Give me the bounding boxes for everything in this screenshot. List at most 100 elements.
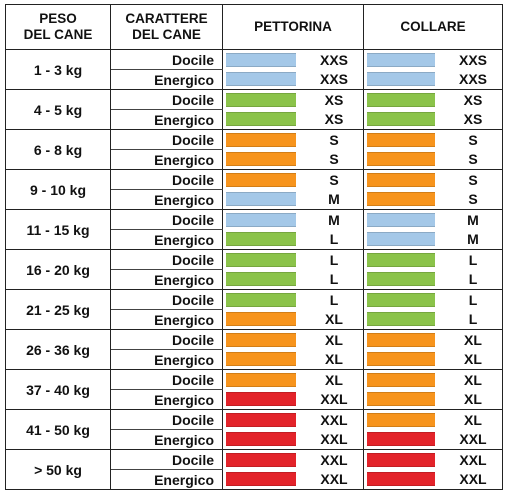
harness-size-label: S <box>329 151 339 168</box>
collar-size-color-bar <box>367 392 435 407</box>
collar-size-label: XS <box>463 111 483 128</box>
table-row: 9 - 10 kg Docile S S <box>5 169 503 210</box>
temperament-label: Energico <box>110 469 223 490</box>
collar-size-wrap: XXL <box>364 450 502 469</box>
collar-size-color-bar <box>367 452 435 467</box>
weight-range: 11 - 15 kg <box>5 209 111 250</box>
collar-size-wrap: M <box>364 230 502 249</box>
weight-range: 1 - 3 kg <box>5 49 111 90</box>
collar-size-cell: L <box>363 289 503 310</box>
harness-size-label: L <box>329 231 339 248</box>
collar-size-wrap: S <box>364 130 502 149</box>
harness-size-wrap: XXS <box>223 50 363 69</box>
harness-size-wrap: XL <box>223 370 363 389</box>
collar-size-wrap: S <box>364 170 502 189</box>
temperament-label: Docile <box>110 409 223 430</box>
temperament-label: Docile <box>110 129 223 150</box>
harness-size-label: L <box>329 251 339 268</box>
harness-size-color-bar <box>226 212 296 227</box>
table-row: 26 - 36 kg Docile XL XL <box>5 329 503 370</box>
collar-size-label: L <box>468 251 478 268</box>
collar-size-color-bar <box>367 192 435 207</box>
collar-size-cell: XL <box>363 329 503 350</box>
collar-size-color-bar <box>367 172 435 187</box>
collar-size-color-bar <box>367 152 435 167</box>
size-guide-table-container: PESO DEL CANE CARATTERE DEL CANE PETTORI… <box>5 4 503 494</box>
harness-size-wrap: XXL <box>223 430 363 449</box>
harness-size-color-bar <box>226 472 296 487</box>
collar-size-color-bar <box>367 432 435 447</box>
harness-size-cell: M <box>222 189 364 210</box>
collar-size-label: XXS <box>458 71 487 88</box>
harness-size-wrap: XXL <box>223 390 363 409</box>
harness-size-wrap: M <box>223 190 363 209</box>
weight-range: 41 - 50 kg <box>5 409 111 450</box>
collar-size-color-bar <box>367 412 435 427</box>
collar-size-wrap: XL <box>364 350 502 369</box>
weight-range: 16 - 20 kg <box>5 249 111 290</box>
collar-size-label: M <box>467 231 479 248</box>
header-row: PESO DEL CANE CARATTERE DEL CANE PETTORI… <box>5 4 503 50</box>
collar-size-wrap: XXS <box>364 70 502 89</box>
harness-size-color-bar <box>226 172 296 187</box>
harness-size-label: S <box>329 131 339 148</box>
temperament-label: Energico <box>110 149 223 170</box>
weight-range: 37 - 40 kg <box>5 369 111 410</box>
harness-size-wrap: S <box>223 170 363 189</box>
collar-size-wrap: XL <box>364 330 502 349</box>
collar-size-color-bar <box>367 112 435 127</box>
table-row: 21 - 25 kg Docile L L <box>5 289 503 330</box>
harness-size-wrap: L <box>223 250 363 269</box>
harness-size-label: L <box>329 291 339 308</box>
harness-size-label: XXL <box>320 391 348 408</box>
header-harness: PETTORINA <box>222 4 364 50</box>
header-collar: COLLARE <box>363 4 503 50</box>
temperament-label: Docile <box>110 289 223 310</box>
harness-size-color-bar <box>226 112 296 127</box>
collar-size-wrap: XS <box>364 110 502 129</box>
header-temperament-line2: DEL CANE <box>132 27 201 42</box>
size-guide-table: PESO DEL CANE CARATTERE DEL CANE PETTORI… <box>5 4 503 490</box>
weight-range: 26 - 36 kg <box>5 329 111 370</box>
harness-size-color-bar <box>226 452 296 467</box>
harness-size-label: M <box>328 211 340 228</box>
harness-size-color-bar <box>226 132 296 147</box>
harness-size-cell: XXL <box>222 409 364 430</box>
collar-size-wrap: S <box>364 190 502 209</box>
header-weight-line2: DEL CANE <box>23 27 93 42</box>
collar-size-color-bar <box>367 232 435 247</box>
harness-size-color-bar <box>226 92 296 107</box>
collar-size-label: M <box>467 211 479 228</box>
harness-size-label: XXS <box>319 71 348 88</box>
collar-size-wrap: M <box>364 210 502 229</box>
collar-size-cell: S <box>363 149 503 170</box>
harness-size-cell: L <box>222 229 364 250</box>
header-weight: PESO DEL CANE <box>5 4 111 50</box>
collar-size-cell: XXL <box>363 469 503 490</box>
collar-size-label: S <box>468 151 478 168</box>
collar-size-cell: S <box>363 189 503 210</box>
collar-size-label: S <box>468 131 478 148</box>
temperament-label: Docile <box>110 89 223 110</box>
collar-size-wrap: XL <box>364 390 502 409</box>
harness-size-label: XXL <box>320 471 348 488</box>
collar-size-color-bar <box>367 212 435 227</box>
harness-size-color-bar <box>226 252 296 267</box>
collar-size-color-bar <box>367 472 435 487</box>
collar-size-label: XXL <box>459 471 487 488</box>
harness-size-color-bar <box>226 372 296 387</box>
table-row: Energico S S <box>6 149 503 170</box>
collar-size-color-bar <box>367 92 435 107</box>
harness-size-label: XL <box>325 351 343 368</box>
temperament-label: Energico <box>110 229 223 250</box>
weight-range: 4 - 5 kg <box>5 89 111 130</box>
table-row: Energico XXS XXS <box>6 69 503 90</box>
collar-size-wrap: XXL <box>364 470 502 489</box>
collar-size-color-bar <box>367 352 435 367</box>
harness-size-label: XL <box>325 371 343 388</box>
collar-size-wrap: L <box>364 310 502 329</box>
table-row: Energico XXL XXL <box>6 429 503 450</box>
collar-size-wrap: XL <box>364 410 502 429</box>
collar-size-cell: XXS <box>363 69 503 90</box>
collar-size-label: XXL <box>459 451 487 468</box>
